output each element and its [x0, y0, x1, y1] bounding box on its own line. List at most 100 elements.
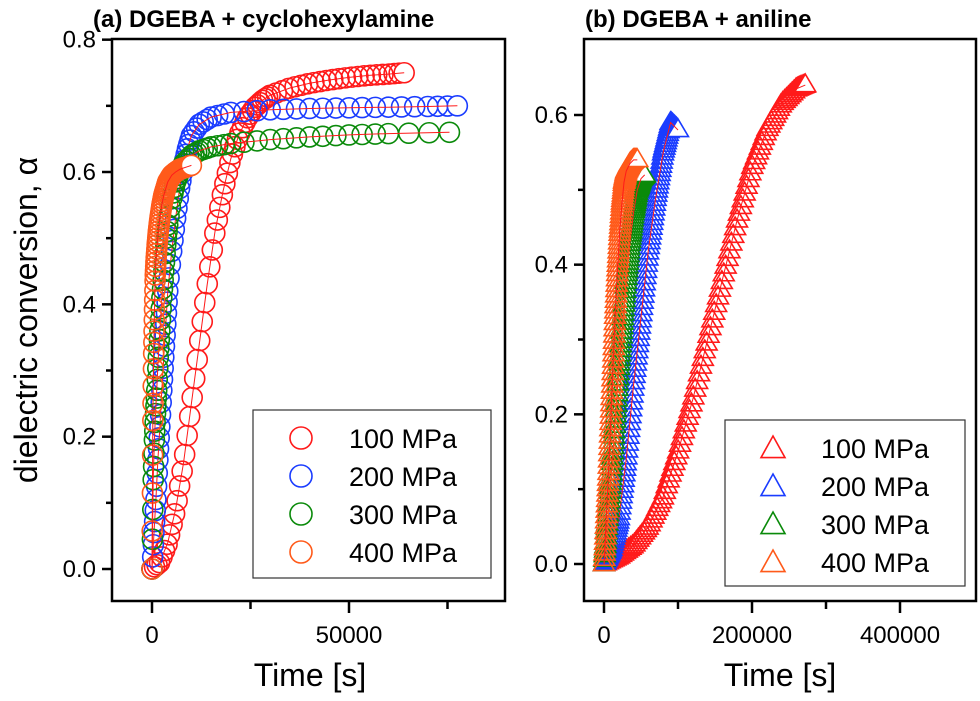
data-point: [698, 315, 723, 336]
data-point: [627, 319, 652, 340]
legend-marker-icon: [759, 472, 787, 497]
y-tick-label: 0.0: [63, 556, 96, 583]
legend-label: 400 MPa: [821, 548, 930, 578]
data-point: [668, 431, 692, 452]
legend-box: [724, 419, 966, 587]
data-point: [347, 65, 369, 88]
data-point: [727, 200, 751, 221]
data-point: [725, 207, 749, 228]
data-point: [706, 284, 730, 305]
data-point: [198, 256, 221, 278]
data-point: [209, 196, 231, 219]
legend-label: 100 MPa: [349, 424, 458, 454]
legend-label: 100 MPa: [821, 434, 930, 464]
data-point: [732, 180, 757, 201]
data-point: [616, 249, 640, 270]
y-tick-label: 0.2: [535, 401, 568, 428]
data-point: [180, 154, 203, 177]
data-point: [204, 222, 226, 244]
data-point: [625, 338, 650, 359]
y-tick-label: 0.6: [63, 159, 96, 186]
legend-marker-icon: [289, 464, 313, 488]
y-tick-label: 0.4: [63, 291, 96, 318]
fit-line: [151, 164, 192, 570]
data-point: [158, 524, 181, 546]
data-point: [630, 295, 654, 316]
data-point: [694, 330, 719, 351]
data-point: [708, 276, 732, 297]
data-point: [166, 489, 188, 512]
data-point: [328, 67, 350, 90]
data-point: [220, 101, 242, 124]
data-point: [664, 444, 689, 465]
data-point: [721, 223, 746, 244]
data-point: [233, 131, 255, 154]
data-point: [334, 67, 357, 89]
data-point: [624, 344, 649, 365]
data-point: [637, 229, 662, 250]
fit-line: [603, 159, 638, 565]
data-point: [656, 467, 681, 488]
data-point: [619, 396, 644, 417]
fit-line: [603, 84, 806, 565]
legend-marker-icon: [289, 502, 313, 526]
data-point: [715, 246, 740, 267]
x-tick-label: 0: [597, 622, 610, 649]
data-point: [713, 253, 738, 274]
data-point: [652, 479, 677, 500]
data-point: [608, 217, 632, 238]
data-point: [630, 289, 655, 310]
y-tick-label: 0.2: [63, 424, 96, 451]
legend-marker-icon: [759, 548, 787, 573]
data-point: [635, 245, 660, 266]
panel-b: (b) DGEBA + aniline 0.0 0.2 0.4 0.6 0 200000…: [535, 6, 978, 693]
panel-b-y-axis: 0.0 0.2 0.4 0.6: [535, 102, 584, 578]
data-point: [632, 270, 657, 291]
data-point: [679, 391, 704, 412]
series-100-mpa: [141, 61, 415, 580]
legend-marker-icon: [759, 510, 787, 535]
panel-a: (a) DGEBA + cyclohexylamine 0.0 0.2 0.4 0.6…: [8, 6, 507, 693]
data-point: [359, 64, 382, 87]
data-point: [365, 64, 388, 86]
data-point: [151, 278, 174, 300]
legend-marker-icon: [759, 434, 787, 459]
panel-a-x-axis: 0 50000: [145, 601, 449, 649]
legend-label: 300 MPa: [821, 510, 930, 540]
data-point: [685, 369, 710, 390]
data-point: [681, 384, 706, 405]
data-point: [206, 209, 229, 231]
data-point: [340, 66, 363, 88]
panel-a-y-axis: 0.0 0.2 0.4 0.6 0.8: [63, 27, 112, 583]
data-point: [636, 234, 661, 255]
data-point: [206, 134, 229, 157]
data-point: [149, 415, 171, 438]
data-point: [736, 167, 761, 188]
data-point: [298, 126, 321, 148]
data-point: [704, 292, 729, 313]
y-tick-label: 0.6: [535, 102, 568, 129]
data-point: [638, 224, 663, 245]
series-400-mpa: [592, 147, 650, 572]
data-point: [729, 194, 753, 215]
data-point: [666, 438, 690, 459]
data-point: [690, 346, 715, 367]
data-point: [631, 282, 656, 303]
data-point: [636, 239, 660, 260]
data-point: [742, 149, 767, 170]
panel-b-frame: [582, 37, 978, 603]
data-point: [623, 357, 648, 377]
data-point: [211, 183, 234, 206]
data-point: [723, 215, 748, 236]
legend-label: 200 MPa: [349, 462, 458, 492]
data-point: [246, 99, 268, 122]
data-point: [592, 551, 616, 572]
data-point: [272, 127, 295, 150]
data-point: [632, 276, 656, 297]
data-point: [710, 269, 734, 290]
data-point: [149, 319, 171, 342]
data-point: [696, 323, 721, 344]
data-point: [670, 425, 694, 446]
data-point: [633, 264, 658, 285]
data-point: [608, 213, 633, 234]
